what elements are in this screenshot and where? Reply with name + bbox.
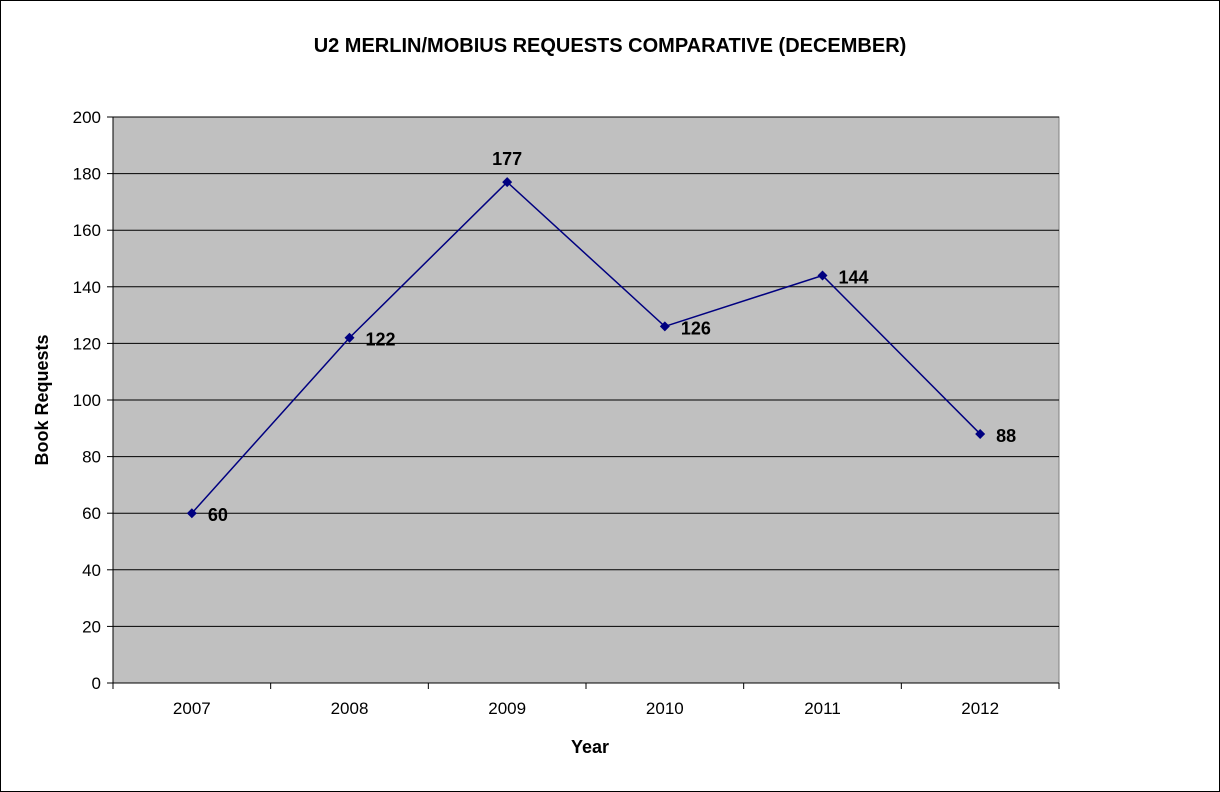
chart-title: U2 MERLIN/MOBIUS REQUESTS COMPARATIVE (D… bbox=[314, 35, 907, 57]
y-tick-label: 140 bbox=[73, 278, 101, 297]
data-label: 88 bbox=[996, 426, 1016, 446]
data-point-marker bbox=[186, 508, 197, 519]
data-label: 144 bbox=[839, 267, 869, 287]
y-tick-label: 200 bbox=[73, 108, 101, 127]
data-label: 177 bbox=[492, 149, 522, 169]
x-tick-label: 2010 bbox=[646, 699, 684, 718]
x-tick-label: 2007 bbox=[173, 699, 211, 718]
data-label: 60 bbox=[208, 505, 228, 525]
y-tick-label: 160 bbox=[73, 221, 101, 240]
x-axis-label: Year bbox=[571, 737, 609, 757]
y-tick-label: 40 bbox=[82, 561, 101, 580]
data-point-marker bbox=[502, 177, 513, 188]
y-tick-label: 180 bbox=[73, 165, 101, 184]
y-tick-label: 120 bbox=[73, 334, 101, 353]
series-line bbox=[191, 181, 981, 514]
x-tick-label: 2012 bbox=[961, 699, 999, 718]
data-point-marker bbox=[344, 332, 355, 343]
y-tick-label: 20 bbox=[82, 617, 101, 636]
data-point-marker bbox=[975, 428, 986, 439]
x-tick-label: 2009 bbox=[488, 699, 526, 718]
data-point-marker bbox=[817, 270, 828, 281]
data-label: 122 bbox=[366, 330, 396, 350]
data-point-marker bbox=[659, 321, 670, 332]
x-tick-label: 2008 bbox=[331, 699, 369, 718]
data-label: 126 bbox=[681, 318, 711, 338]
y-tick-label: 0 bbox=[92, 674, 101, 693]
y-tick-label: 60 bbox=[82, 504, 101, 523]
y-tick-label: 80 bbox=[82, 448, 101, 467]
y-axis-label: Book Requests bbox=[32, 334, 52, 465]
x-tick-label: 2011 bbox=[804, 699, 841, 718]
y-tick-label: 100 bbox=[73, 391, 101, 410]
